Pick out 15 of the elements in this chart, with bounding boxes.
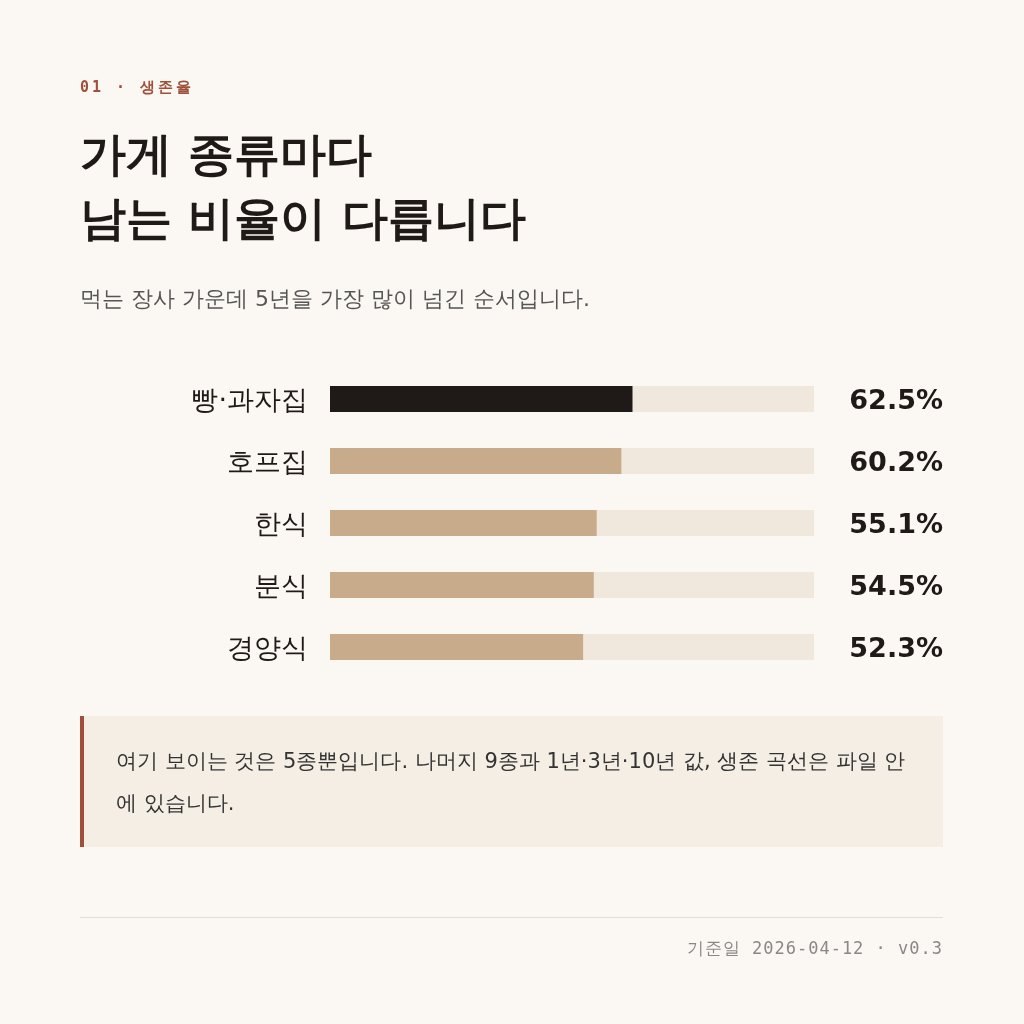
y-tick-label: 한식 <box>254 508 308 539</box>
y-tick-label: 호프집 <box>227 446 308 477</box>
text: 여기 보이는 것은 5종뿐입니다. 나머지 9종과 1년·3년·10년 값, 생존 곡선은 파일 안에 있습니다. <box>116 748 907 817</box>
chart-subtitle: 먹는 장사 가운데 5년을 가장 많이 넘긴 순서입니다. <box>80 285 590 313</box>
data-label: 52.3% <box>849 632 943 663</box>
y-tick-label: 경양식 <box>227 632 308 663</box>
data-label: 55.1% <box>849 508 943 539</box>
data-label: 62.5% <box>849 384 943 415</box>
y-tick-label: 분식 <box>254 570 308 601</box>
data-label: 60.2% <box>849 446 943 477</box>
text: 기준일 2026-04-12 · v0.3 <box>686 937 943 960</box>
y-tick-label: 빵·과자집 <box>191 384 308 415</box>
data-label: 54.5% <box>849 570 943 601</box>
text: 01 · 생존율 <box>80 78 195 97</box>
chart-title: 가게 종류마다 남는 비율이 다릅니다 <box>80 126 527 247</box>
